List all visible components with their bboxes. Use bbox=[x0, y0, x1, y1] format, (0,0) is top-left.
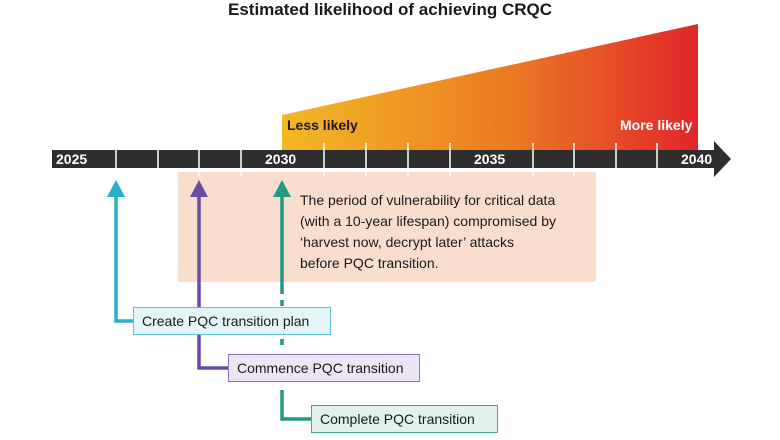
year-label-2025: 2025 bbox=[56, 151, 88, 167]
complete-transition-box: Complete PQC transition bbox=[311, 405, 498, 433]
likelihood-wedge bbox=[282, 24, 698, 150]
vulnerability-note-line: The period of vulnerability for critical… bbox=[300, 192, 556, 208]
year-label-2040: 2040 bbox=[681, 151, 713, 167]
commence-connector bbox=[190, 180, 228, 370]
commence-transition-box: Commence PQC transition bbox=[228, 354, 420, 382]
vulnerability-note-line: (with a 10-year lifespan) compromised by bbox=[300, 213, 556, 229]
vulnerability-note: The period of vulnerability for critical… bbox=[300, 190, 600, 274]
vulnerability-note-line: ‘harvest now, decrypt later’ attacks bbox=[300, 234, 514, 250]
timeline-ticks bbox=[115, 143, 658, 176]
vulnerability-period-shading bbox=[178, 172, 596, 282]
more-likely-label: More likely bbox=[620, 117, 693, 133]
create-plan-box: Create PQC transition plan bbox=[133, 307, 331, 335]
vulnerability-note-line: before PQC transition. bbox=[300, 255, 439, 271]
timeline-axis-arrow bbox=[52, 141, 731, 177]
diagram-title: Estimated likelihood of achieving CRQC bbox=[228, 0, 552, 19]
create-plan-connector bbox=[107, 180, 133, 323]
less-likely-label: Less likely bbox=[287, 117, 358, 133]
year-label-2030: 2030 bbox=[265, 151, 297, 167]
complete-connector bbox=[273, 180, 311, 421]
year-label-2035: 2035 bbox=[474, 151, 506, 167]
